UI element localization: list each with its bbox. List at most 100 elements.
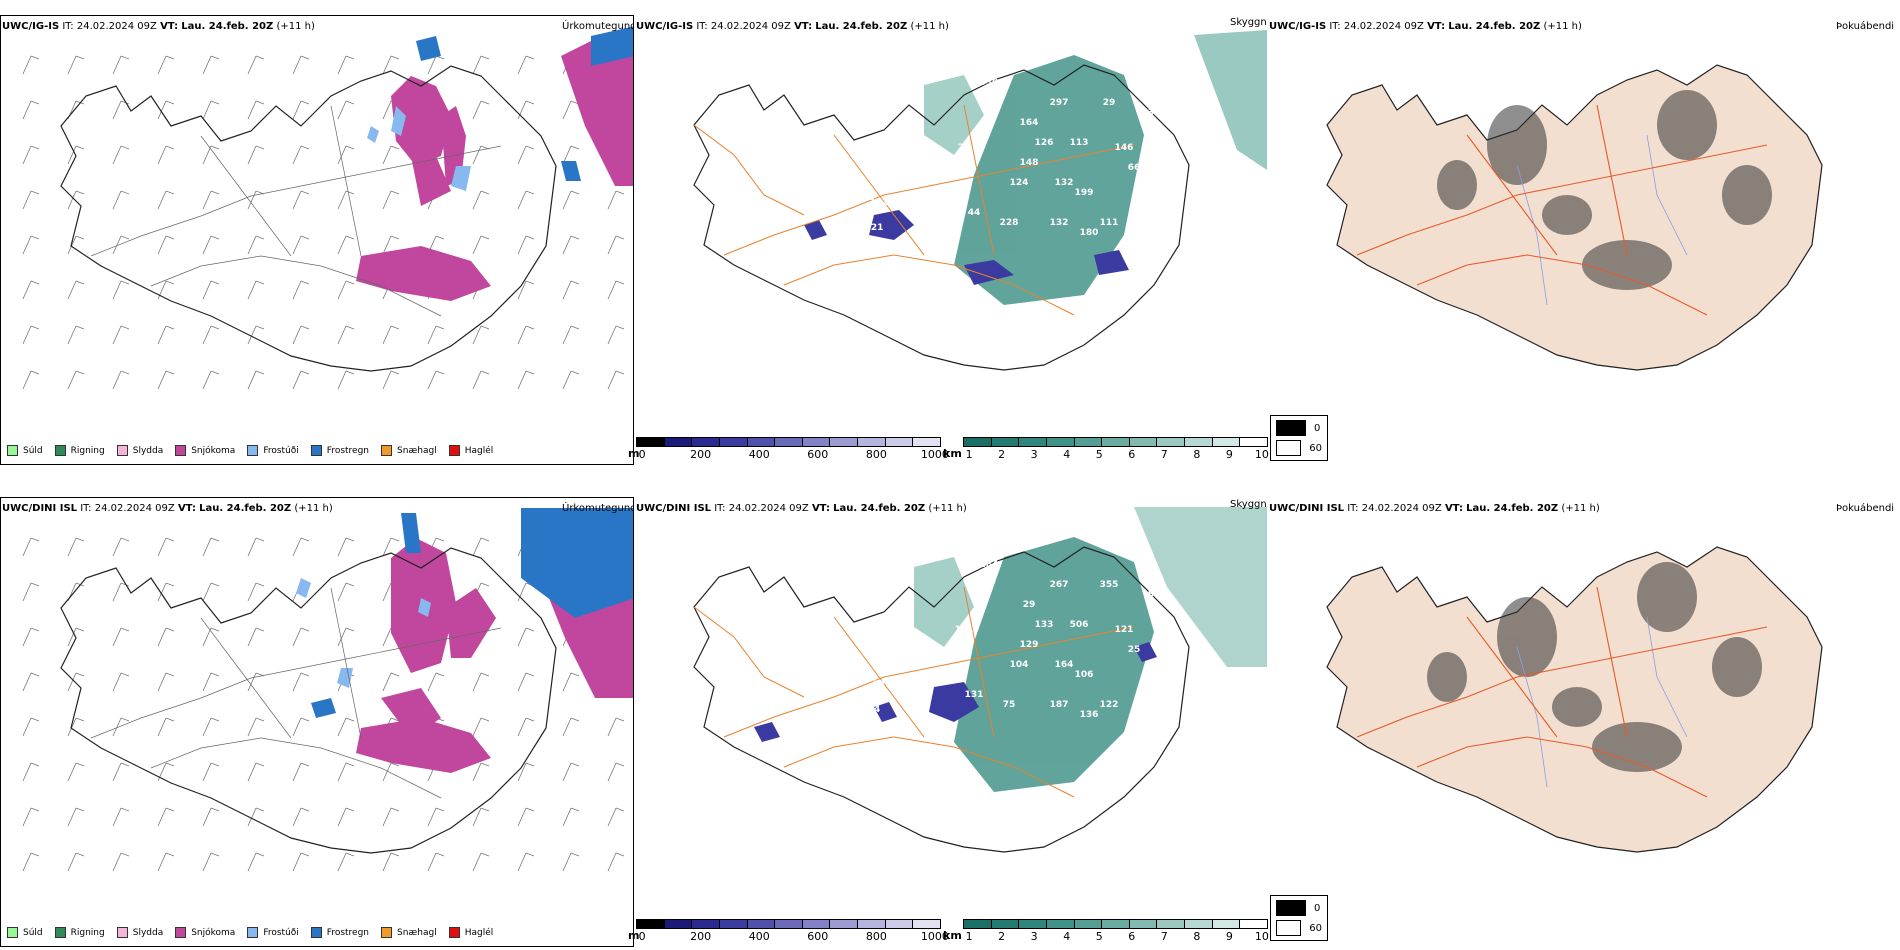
wind-barb	[292, 55, 310, 75]
freezing-drizzle-areas	[367, 106, 471, 191]
scale-tick-3: 4	[1063, 448, 1071, 461]
wind-barb	[67, 762, 85, 782]
fog-index-shading	[1427, 562, 1762, 772]
wind-barb	[157, 627, 175, 647]
iceland-coastline	[60, 547, 557, 854]
wind-barb	[607, 370, 625, 390]
visibility-value-label: 131	[965, 690, 984, 700]
legend-item-1: Rigning	[54, 927, 105, 938]
scale-swatch-9	[1212, 920, 1241, 928]
scale-tick-4: 800	[865, 448, 887, 461]
scale-swatch-4	[1074, 920, 1103, 928]
legend-item-6: Snæhagl	[381, 927, 437, 938]
scale-swatch-0	[637, 438, 665, 446]
scale-swatch-6	[1129, 438, 1158, 446]
legend-label: Súld	[23, 445, 43, 456]
fog-swatch-0	[1276, 420, 1306, 436]
wind-barb	[382, 672, 400, 692]
wind-barb	[562, 325, 580, 345]
wind-barb	[112, 762, 130, 782]
visibility-value-label: 148	[1020, 158, 1039, 168]
visibility-value-label: 39	[1148, 108, 1161, 118]
freezing-rain-areas	[311, 508, 633, 718]
legend-swatch	[175, 445, 187, 456]
wind-barb	[157, 807, 175, 827]
visibility-value-label: 122	[1100, 700, 1119, 710]
visibility-value-label: 132	[1050, 218, 1069, 228]
visibility-value-label: 121	[865, 223, 884, 233]
visibility-value-label: 16	[898, 118, 911, 128]
wind-barb	[337, 807, 355, 827]
legend-label: Rigning	[70, 927, 105, 938]
wind-barb	[112, 537, 130, 557]
precip-title-row1: Úrkomutegund	[562, 21, 637, 32]
wind-barb	[112, 145, 130, 165]
scale-swatch-1	[991, 438, 1020, 446]
scale-tick-1: 200	[690, 448, 712, 461]
visibility-value-label: 180	[1080, 228, 1099, 238]
freezing-rain-areas	[416, 26, 633, 181]
visibility-title-row1: Skyggni	[1230, 17, 1270, 28]
wind-barb	[157, 762, 175, 782]
wind-barb	[202, 235, 220, 255]
scale-tick-2: 3	[1030, 448, 1038, 461]
river-network	[1516, 134, 1688, 306]
wind-barb	[247, 145, 265, 165]
wind-barb	[292, 537, 310, 557]
legend-label: Snæhagl	[397, 445, 437, 456]
wind-barb	[472, 325, 490, 345]
visibility-value-label: 284	[980, 560, 999, 570]
visibility-scale-km-row2: 1 2 3 4 5 6 7 8 9 10 km	[943, 919, 1269, 943]
visibility-value-label: 199	[1075, 188, 1094, 198]
wind-barb	[292, 100, 310, 120]
visibility-labels: 143 480 164 284 267 355 56 29 133 506 121 25 161 147 1…	[868, 530, 1161, 720]
legend-label: Súld	[23, 927, 43, 938]
wind-barb	[202, 762, 220, 782]
visibility-value-label: 506	[1070, 620, 1089, 630]
visibility-value-label: 133	[1035, 620, 1054, 630]
visibility-m-areas	[804, 210, 1129, 285]
scale-tick-5: 6	[1128, 448, 1136, 461]
scale-swatch-9	[885, 438, 914, 446]
wind-barb	[67, 100, 85, 120]
scale-swatch-8	[1185, 920, 1213, 928]
wind-barb	[67, 280, 85, 300]
wind-barb	[22, 55, 40, 75]
wind-barb	[22, 190, 40, 210]
scale-tick-3: 600	[807, 448, 829, 461]
header-fog-row1: UWC/IG-IS IT: 24.02.2024 09Z VT: Lau. 24…	[1269, 21, 1582, 32]
wind-barb	[292, 190, 310, 210]
header-visibility-row1: UWC/IG-IS IT: 24.02.2024 09Z VT: Lau. 24…	[636, 21, 949, 32]
visibility-value-label: 267	[1050, 580, 1069, 590]
visibility-value-label: 161	[955, 625, 974, 635]
wind-barb	[517, 55, 535, 75]
wind-barb	[292, 325, 310, 345]
wind-barb	[112, 55, 130, 75]
wind-barb	[517, 762, 535, 782]
wind-barb	[292, 235, 310, 255]
visibility-value-label: 106	[1075, 670, 1094, 680]
scale-swatch-10	[1240, 920, 1268, 928]
legend-item-2: Slydda	[116, 927, 163, 938]
wind-barb	[472, 55, 490, 75]
snow-area-south	[356, 36, 633, 301]
visibility-value-label: 40	[1133, 228, 1146, 238]
fog-map-row1	[1326, 64, 1823, 371]
precip-panel-row1: Súld Rigning Slydda Snjókoma Frostúði Frostre…	[0, 15, 634, 465]
wind-barb	[562, 807, 580, 827]
iceland-coastline	[693, 546, 1190, 853]
wind-barb	[22, 672, 40, 692]
wind-barb	[67, 717, 85, 737]
visibility-labels: 294 192 132 539 297 29 39 164 126 113 146 66 24 16 148…	[865, 48, 1161, 238]
scale-tick-1: 2	[998, 448, 1006, 461]
scale-swatch-6	[802, 438, 831, 446]
wind-barb	[337, 852, 355, 872]
scale-swatch-8	[858, 438, 886, 446]
wind-barb	[247, 100, 265, 120]
wind-barb	[607, 190, 625, 210]
visibility-value-label: 187	[1050, 700, 1069, 710]
scale-swatch-2	[692, 438, 720, 446]
wind-barb	[22, 370, 40, 390]
legend-label: Frostúði	[263, 445, 299, 456]
visibility-value-label: 104	[1010, 660, 1029, 670]
